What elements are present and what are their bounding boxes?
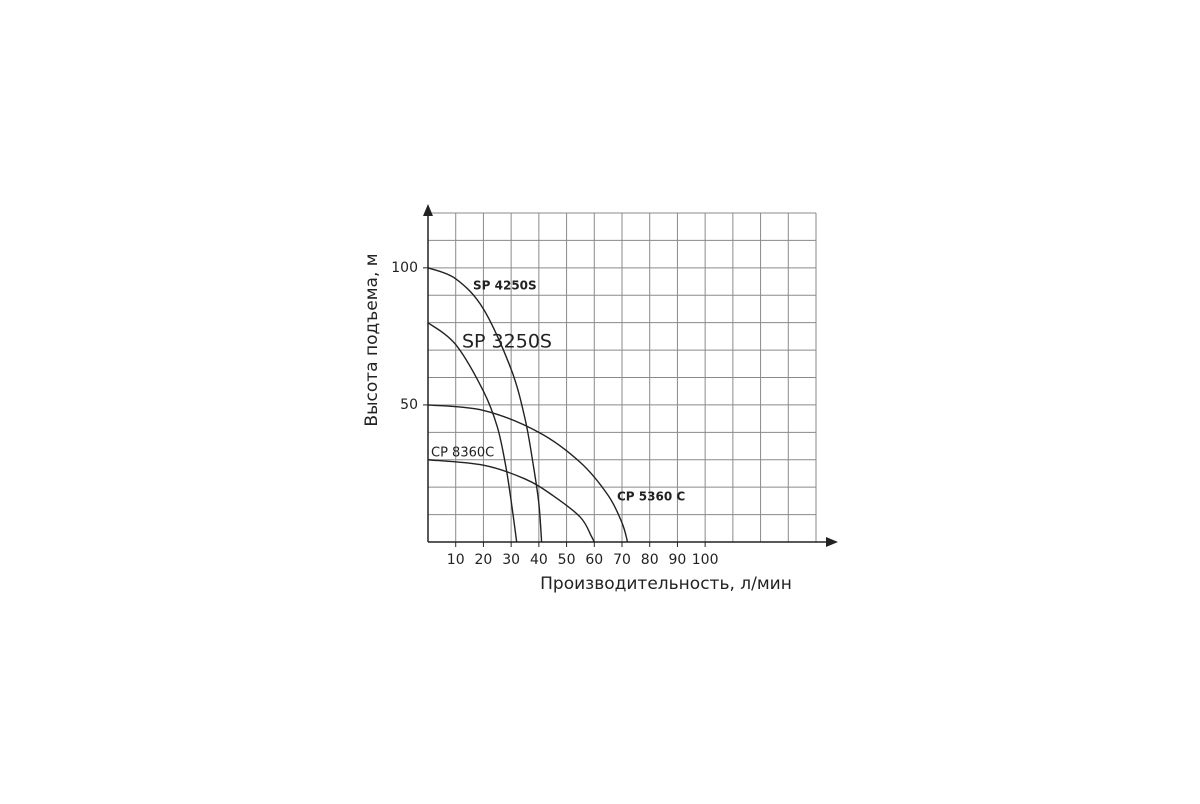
x-axis-arrow xyxy=(826,537,838,547)
x-tick-label: 10 xyxy=(447,552,465,568)
x-tick-label: 30 xyxy=(502,552,520,568)
x-tick-label: 100 xyxy=(692,552,719,568)
x-tick-label: 80 xyxy=(641,552,659,568)
y-axis-label: Высота подъема, м xyxy=(362,253,382,426)
curve-label: SP 3250S xyxy=(462,331,552,353)
y-tick-label: 50 xyxy=(400,397,418,413)
y-tick-label: 100 xyxy=(391,260,418,276)
x-axis-label: Производительность, л/мин xyxy=(540,574,792,594)
x-tick-label: 50 xyxy=(558,552,576,568)
x-tick-label: 70 xyxy=(613,552,631,568)
curve-label: CP 8360C xyxy=(431,446,494,461)
y-axis-arrow xyxy=(423,204,433,216)
x-tick-label: 20 xyxy=(475,552,493,568)
x-tick-label: 90 xyxy=(669,552,687,568)
curve xyxy=(427,404,629,543)
curve xyxy=(427,267,543,543)
x-tick-label: 60 xyxy=(585,552,603,568)
curve-label: CP 5360 C xyxy=(617,490,685,504)
curve xyxy=(427,322,518,543)
x-tick-label: 40 xyxy=(530,552,548,568)
curve xyxy=(427,459,595,543)
curve-label: SP 4250S xyxy=(473,279,537,293)
